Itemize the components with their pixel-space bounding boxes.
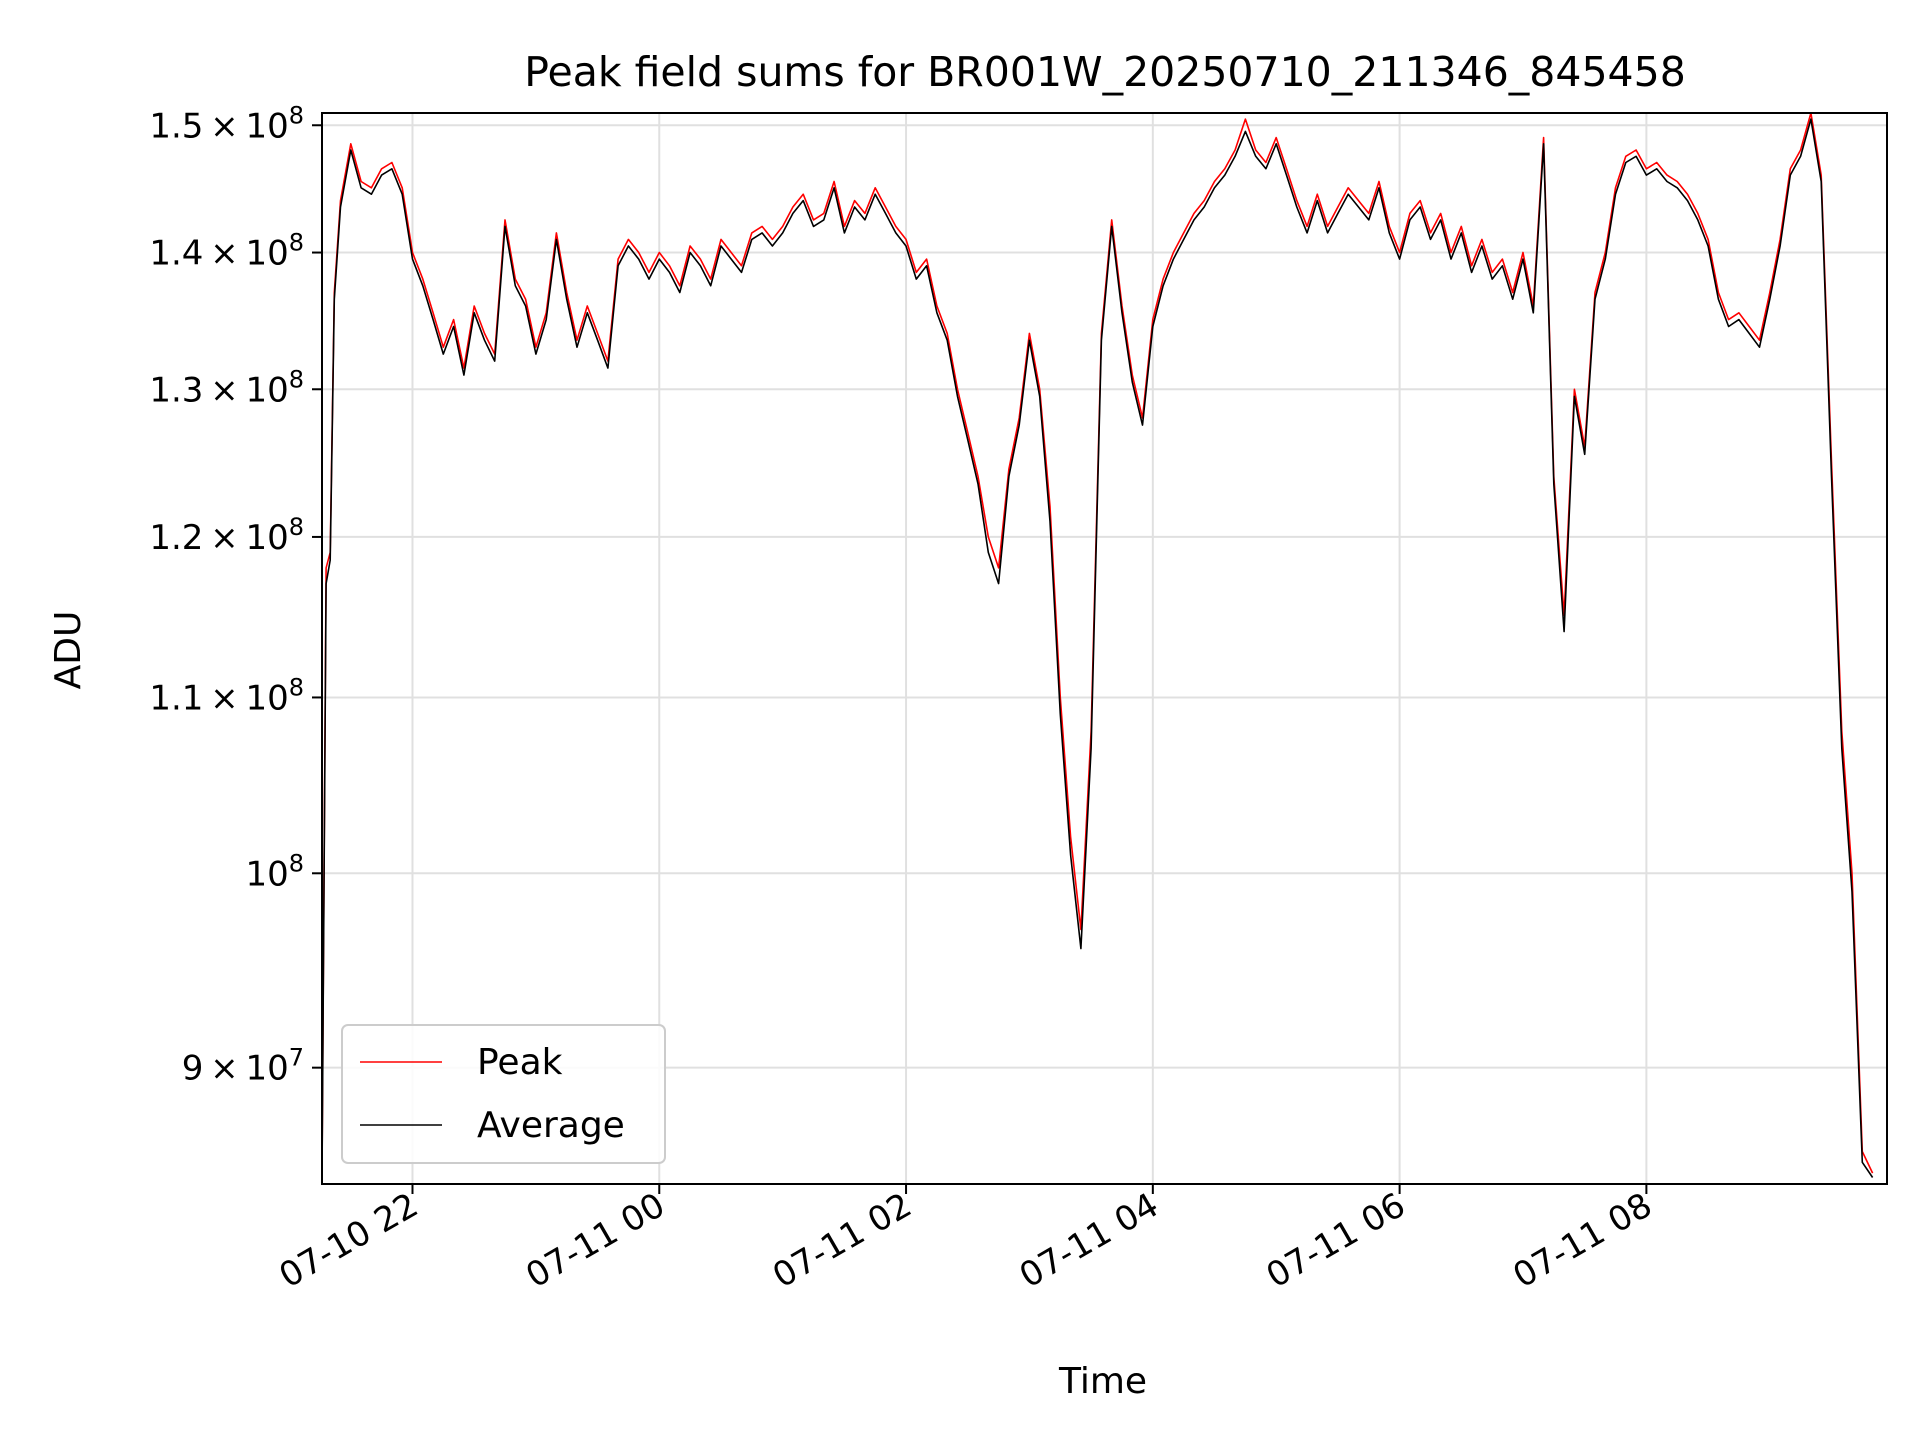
series-line-peak: [322, 113, 1874, 1174]
chart-title: Peak field sums for BR001W_20250710_2113…: [524, 48, 1686, 96]
y-tick-label: 1.5 × 108: [149, 101, 304, 146]
y-tick-label: 108: [245, 849, 304, 894]
y-tick-label: 1.1 × 108: [149, 673, 304, 718]
plot-frame: [321, 112, 1888, 1185]
grid: [322, 113, 1887, 1184]
y-tick-label: 9 × 107: [182, 1044, 304, 1089]
y-tick-label: 1.3 × 108: [149, 365, 304, 410]
legend-label-average: Average: [477, 1105, 625, 1146]
series-line-average: [322, 118, 1874, 1178]
y-axis-label: ADU: [48, 611, 89, 690]
y-tick-label: 1.4 × 108: [149, 229, 304, 274]
legend: Peak Average: [341, 1024, 666, 1164]
y-tick-label: 1.2 × 108: [149, 513, 304, 558]
x-axis-label: Time: [1058, 1361, 1147, 1402]
legend-label-peak: Peak: [477, 1042, 563, 1083]
series-layer: [322, 113, 1874, 1178]
legend-box: [341, 1024, 666, 1164]
y-axis-ticks: 9 × 107 108 1.1 × 108 1.2 × 108 1.3 × 108 1.4…: [149, 101, 322, 1089]
